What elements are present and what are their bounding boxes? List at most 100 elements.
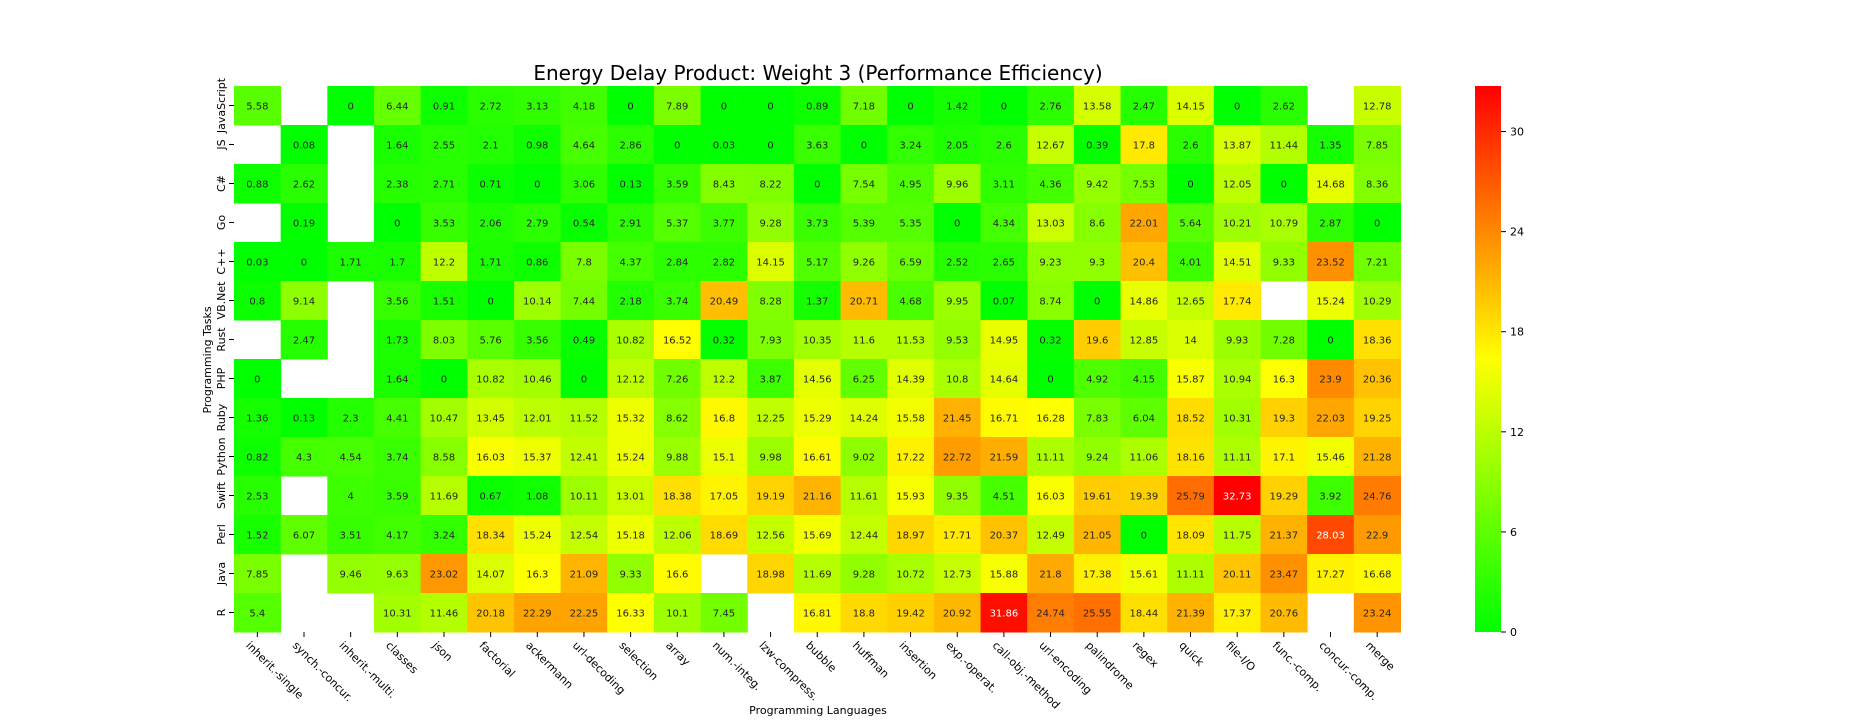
heatmap-cell — [513, 359, 562, 399]
heatmap-cell — [1353, 125, 1401, 165]
heatmap-cell — [700, 281, 748, 321]
heatmap-cell — [420, 164, 468, 204]
cell-value-label: 9.42 — [1086, 180, 1108, 191]
heatmap-cell — [373, 281, 422, 321]
cell-value-label: 10.14 — [523, 297, 552, 308]
heatmap-cell — [420, 125, 468, 165]
heatmap-cell — [560, 203, 608, 243]
cell-value-label: 16.68 — [1363, 570, 1392, 581]
cell-value-label: 3.77 — [713, 219, 735, 230]
cell-value-label: 10.82 — [476, 375, 505, 386]
heatmap-cell — [1307, 203, 1355, 243]
heatmap-cell — [1353, 554, 1401, 594]
heatmap-cell — [747, 203, 795, 243]
heatmap-cell — [887, 320, 935, 360]
cell-value-label: 18.8 — [853, 609, 875, 620]
cell-value-label: 17.71 — [943, 531, 972, 542]
heatmap-cell — [700, 593, 748, 633]
cell-value-label: 0 — [1047, 375, 1053, 386]
cell-value-label: 0.13 — [619, 180, 641, 191]
cell-value-label: 11.11 — [1036, 453, 1065, 464]
heatmap-cell — [1260, 203, 1308, 243]
heatmap-cell — [700, 242, 748, 282]
cell-value-label: 10.94 — [1223, 375, 1252, 386]
cell-value-label: 10.11 — [570, 492, 599, 503]
heatmap-cell — [420, 359, 468, 399]
heatmap-cell — [467, 203, 515, 243]
cell-value-label: 9.46 — [340, 570, 362, 581]
heatmap-cell — [1307, 437, 1355, 477]
cell-value-label: 16.3 — [1273, 375, 1295, 386]
cell-value-label: 15.18 — [616, 531, 645, 542]
heatmap-cell — [653, 242, 702, 282]
heatmap-cell — [840, 320, 888, 360]
heatmap-cell — [1353, 437, 1401, 477]
heatmap-cell — [1307, 359, 1355, 399]
heatmap-cell — [887, 86, 935, 126]
heatmap-cell — [607, 554, 655, 594]
cell-value-label: 8.22 — [759, 180, 781, 191]
heatmap-cell — [1167, 554, 1215, 594]
heatmap-cell — [513, 281, 562, 321]
cell-value-label: 10.31 — [383, 609, 412, 620]
heatmap-cell — [700, 359, 748, 399]
cell-value-label: 0 — [627, 102, 633, 113]
cell-value-label: 11.53 — [896, 336, 925, 347]
heatmap-cell — [887, 437, 935, 477]
heatmap-cell — [1073, 593, 1122, 633]
heatmap-cell — [280, 125, 328, 165]
heatmap-cell — [280, 164, 328, 204]
cell-value-label: 2.86 — [619, 141, 641, 152]
y-tick-label: Swift — [215, 481, 228, 509]
cell-value-label: 13.58 — [1083, 102, 1112, 113]
heatmap-cell — [1073, 515, 1122, 555]
cell-value-label: 0 — [441, 375, 447, 386]
cell-value-label: 32.73 — [1223, 492, 1252, 503]
cell-value-label: 2.05 — [946, 141, 968, 152]
heatmap-cell — [653, 203, 702, 243]
heatmap-cell — [840, 398, 888, 438]
heatmap-cell — [793, 164, 842, 204]
heatmap-cell — [1213, 593, 1262, 633]
heatmap-cell — [467, 515, 515, 555]
heatmap-cell — [234, 164, 282, 204]
heatmap-cell — [793, 320, 842, 360]
cell-value-label: 1.71 — [479, 258, 501, 269]
cell-value-label: 0.86 — [526, 258, 548, 269]
heatmap-cell — [1353, 593, 1401, 633]
cell-value-label: 9.33 — [619, 570, 641, 581]
cell-value-label: 3.74 — [666, 297, 688, 308]
cell-value-label: 4.64 — [573, 141, 595, 152]
heatmap-cell — [560, 515, 608, 555]
heatmap-cell — [1073, 203, 1122, 243]
cell-value-label: 8.43 — [713, 180, 735, 191]
cell-value-label: 21.09 — [570, 570, 599, 581]
heatmap-cell — [840, 554, 888, 594]
cell-value-label: 20.49 — [710, 297, 739, 308]
heatmap-cell — [1120, 398, 1168, 438]
cell-value-label: 10.47 — [430, 414, 459, 425]
heatmap-cell — [747, 281, 795, 321]
heatmap-cell — [1260, 125, 1308, 165]
heatmap-cell — [513, 554, 562, 594]
heatmap-cell — [840, 359, 888, 399]
cell-value-label: 4.01 — [1179, 258, 1201, 269]
heatmap-cell — [700, 515, 748, 555]
cell-value-label: 18.52 — [1176, 414, 1205, 425]
colorbar-tick-label: 24 — [1510, 226, 1524, 239]
cell-value-label: 14.07 — [476, 570, 505, 581]
heatmap-cell — [560, 593, 608, 633]
heatmap-cell — [1213, 437, 1262, 477]
heatmap-cell — [1213, 203, 1262, 243]
cell-value-label: 7.28 — [1273, 336, 1295, 347]
heatmap-cell — [1120, 437, 1168, 477]
cell-value-label: 1.08 — [526, 492, 548, 503]
cell-value-label: 16.28 — [1036, 414, 1065, 425]
heatmap-cell — [1353, 515, 1401, 555]
heatmap-cell — [1260, 515, 1308, 555]
heatmap-cell — [700, 86, 748, 126]
cell-value-label: 6.59 — [899, 258, 921, 269]
cell-value-label: 0 — [1374, 219, 1380, 230]
cell-value-label: 3.59 — [666, 180, 688, 191]
y-tick-label: Perl — [215, 524, 228, 545]
